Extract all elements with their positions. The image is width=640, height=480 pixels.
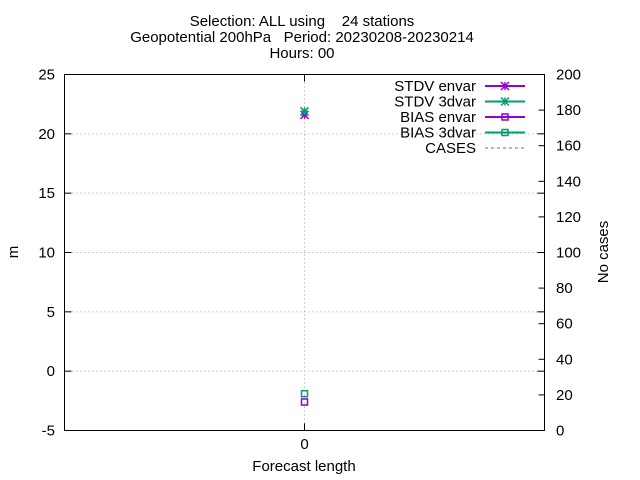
legend-bias-envar-marker: [501, 113, 509, 121]
legend-label: STDV 3dvar: [394, 94, 476, 111]
y2-tick-label: 40: [556, 351, 573, 368]
legend-stdv-3dvar-marker: [500, 96, 510, 107]
title-line-2: Geopotential 200hPa Period: 20230208-202…: [130, 29, 474, 46]
data-point-stdv-3dvar: [299, 106, 310, 116]
y-tick-label: -5: [42, 423, 55, 440]
y2-tick-label: 60: [556, 316, 573, 333]
y-tick-label: 0: [47, 363, 55, 380]
y2-tick-label: 180: [556, 102, 581, 119]
y-axis-label: m: [5, 246, 22, 259]
y-tick-label: 25: [38, 67, 55, 84]
y2-tick-label: 80: [556, 280, 573, 297]
y2-tick-label: 0: [556, 423, 564, 440]
legend-label: STDV envar: [394, 78, 476, 95]
title-line-3: Hours: 00: [269, 45, 334, 62]
y2-tick-label: 20: [556, 387, 573, 404]
right-axis: 0 20 40 60 80 100 120 140 160 180 200: [538, 67, 581, 440]
y2-tick-label: 200: [556, 67, 581, 84]
y-tick-label: 20: [38, 126, 55, 143]
x-axis-label: Forecast length: [252, 458, 355, 475]
y2-axis-label: No cases: [595, 221, 612, 284]
legend-stdv-envar-marker: [500, 81, 510, 91]
y2-tick-label: 100: [556, 245, 581, 262]
y-tick-label: 5: [47, 304, 55, 321]
x-axis: 0: [300, 74, 309, 453]
legend-bias-3dvar-marker: [501, 128, 509, 137]
data-point-bias-envar: [300, 398, 309, 406]
y-tick-label: 10: [38, 245, 55, 262]
y2-tick-label: 160: [556, 138, 581, 155]
legend-label: BIAS envar: [400, 109, 476, 126]
series-layer: [299, 106, 310, 406]
y2-tick-label: 140: [556, 173, 581, 190]
title-line-1: Selection: ALL using 24 stations: [190, 13, 415, 30]
left-axis: -5 0 5 10 15 20 25: [38, 67, 545, 440]
legend-label: BIAS 3dvar: [400, 125, 476, 142]
grid: [64, 74, 545, 431]
x-tick-label: 0: [300, 436, 308, 453]
y-tick-label: 15: [38, 185, 55, 202]
legend-label: CASES: [425, 140, 476, 157]
data-point-bias-3dvar: [300, 389, 309, 398]
y2-tick-label: 120: [556, 209, 581, 226]
